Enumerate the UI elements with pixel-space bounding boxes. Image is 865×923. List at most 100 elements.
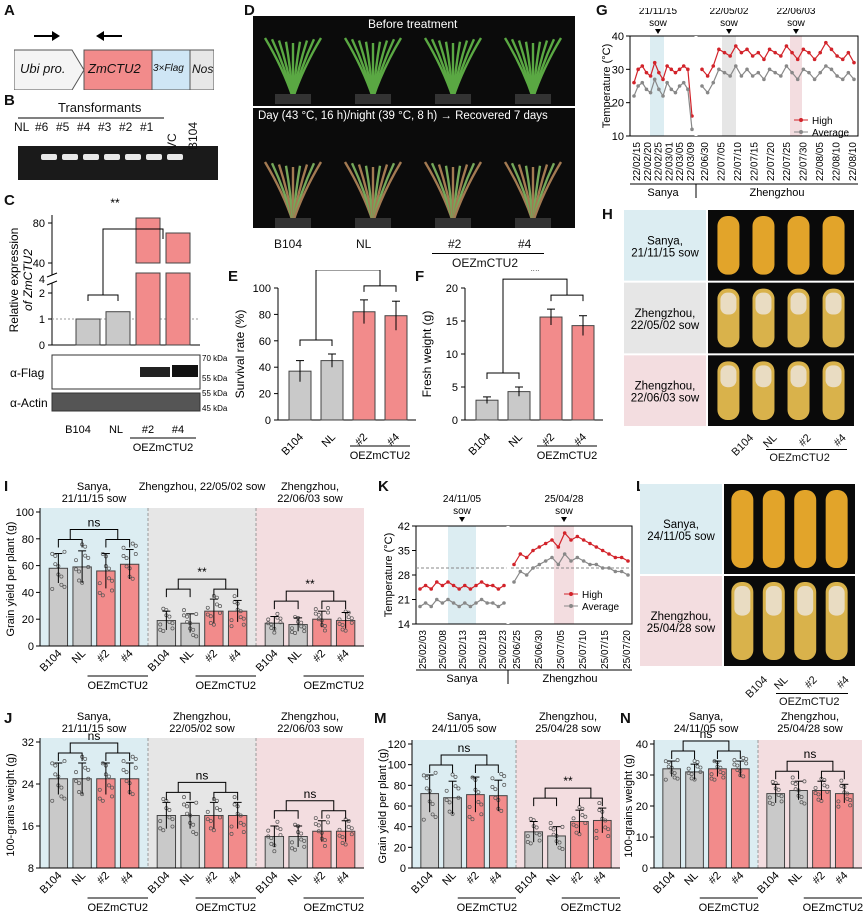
data-point — [133, 756, 138, 761]
x-label: B104 — [38, 870, 65, 897]
point-High — [531, 548, 535, 553]
x-label: B104 — [409, 870, 436, 897]
data-point — [732, 758, 737, 763]
point-Average — [661, 94, 665, 98]
data-point — [182, 795, 186, 800]
point-Average — [784, 64, 789, 68]
y-axis-title: Grain yield per plant (g) — [5, 522, 17, 637]
data-point — [580, 813, 585, 818]
sig-bracket — [102, 228, 164, 239]
gel-lane-label: #3 — [98, 120, 112, 134]
group-title: Zhengzhou, — [173, 711, 231, 723]
data-point — [167, 808, 172, 812]
data-point — [337, 827, 342, 832]
data-point — [822, 783, 827, 788]
sow-annotation: sow — [453, 506, 472, 517]
data-point — [316, 823, 321, 828]
tick-label: 20 — [636, 801, 648, 813]
bar-#2 — [352, 311, 376, 421]
point-High — [479, 580, 484, 584]
significance: ns — [458, 741, 471, 755]
bar-#2 — [812, 790, 831, 869]
data-point — [790, 775, 795, 780]
data-point — [839, 778, 844, 783]
point-Average — [457, 604, 461, 609]
point-High — [644, 70, 649, 75]
pot — [515, 218, 551, 228]
significance: ns — [700, 727, 713, 741]
point-High — [524, 555, 529, 560]
data-point — [346, 615, 351, 620]
x-tick-label: 22/07/20 — [766, 142, 777, 181]
point-High — [496, 587, 501, 591]
x-tick-label: 22/02/15 — [632, 142, 643, 181]
x-label: NL — [320, 431, 338, 449]
data-point — [110, 794, 114, 799]
sig-bracket — [544, 787, 592, 799]
point-Average — [581, 559, 586, 563]
group-line — [776, 693, 849, 694]
data-point — [158, 819, 163, 823]
data-point — [770, 779, 775, 784]
corn-ear — [717, 216, 740, 275]
point-High — [550, 538, 554, 542]
data-point — [83, 765, 88, 770]
tick-label: 40 — [394, 822, 406, 834]
x-label: NL — [109, 424, 123, 436]
point-High — [750, 54, 755, 58]
x-tick-label: 25/06/25 — [512, 630, 523, 669]
x-tick-label: 22/08/10 — [848, 142, 859, 181]
data-point — [557, 845, 562, 850]
pot — [355, 218, 391, 228]
tick-label: 100 — [16, 507, 34, 519]
panel-label-c: C — [4, 192, 15, 209]
bar-#2 — [539, 316, 563, 421]
point-High — [852, 60, 856, 65]
point-Average — [852, 77, 856, 82]
data-point — [50, 586, 55, 591]
legend-marker-high — [569, 592, 573, 596]
gel-lane-label: #2 — [119, 120, 133, 134]
data-point — [74, 567, 78, 572]
data-point — [238, 615, 243, 620]
x-label: #4 — [119, 648, 136, 665]
x-label: B104 — [651, 870, 678, 897]
point-Average — [491, 601, 495, 605]
data-point — [825, 789, 830, 794]
data-point — [167, 614, 172, 619]
condition-label: Zhengzhou, — [635, 381, 696, 393]
data-point — [594, 828, 599, 833]
point-High — [835, 54, 839, 58]
pot — [355, 94, 391, 104]
plant-leaf — [531, 37, 563, 99]
plant-leaf — [371, 161, 403, 223]
data-point — [493, 787, 498, 792]
wb-flag-label: α-Flag — [10, 366, 44, 380]
bar-#4 — [730, 768, 750, 869]
legend-high: High — [812, 116, 833, 127]
data-point — [158, 627, 163, 632]
group-title: Zhengzhou, — [281, 711, 339, 723]
data-point — [241, 822, 246, 827]
point-High — [790, 50, 794, 55]
point-High — [636, 67, 640, 72]
data-point — [130, 754, 135, 759]
x-label: NL — [544, 870, 562, 888]
point-Average — [556, 562, 561, 567]
gel-band — [104, 154, 120, 160]
bar-NL — [320, 360, 344, 421]
data-point — [59, 574, 64, 579]
data-point — [537, 832, 542, 837]
data-point — [290, 846, 294, 851]
group-label: OEZmCTU2 — [699, 902, 760, 914]
data-point — [299, 624, 304, 629]
data-point — [194, 831, 199, 836]
group-title: Sanya, — [77, 481, 111, 493]
data-point — [106, 566, 111, 571]
gel-band — [146, 154, 162, 160]
point-High — [739, 50, 744, 55]
point-High — [784, 44, 789, 48]
sow-marker — [655, 29, 661, 34]
point-High — [812, 57, 817, 62]
